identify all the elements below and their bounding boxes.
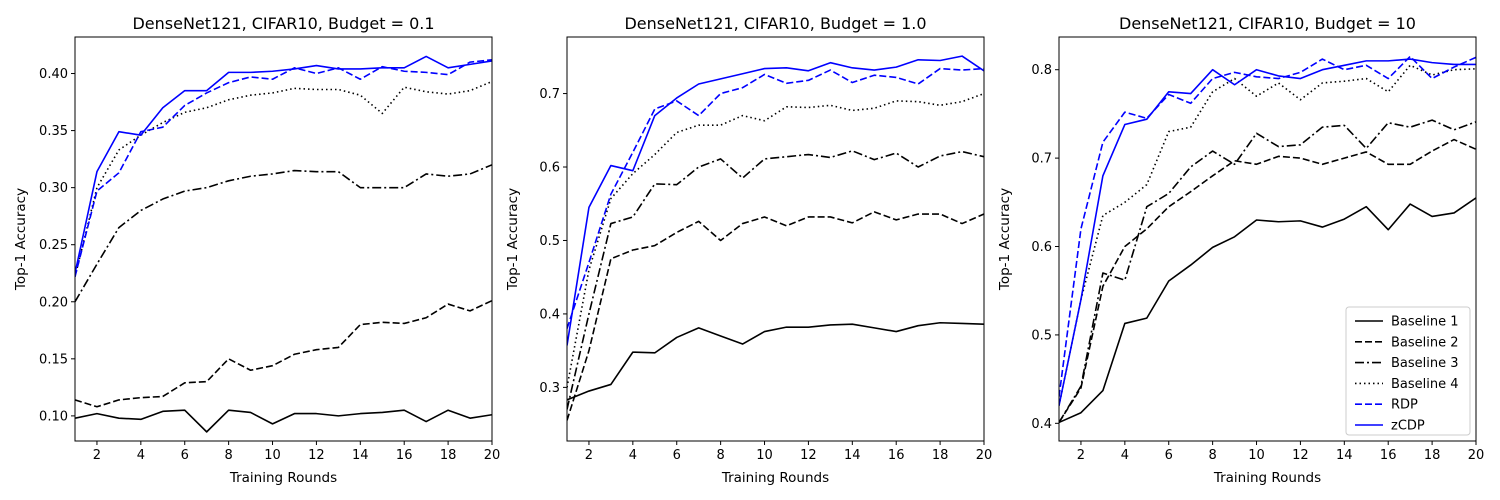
series-line-baseline-4	[567, 92, 984, 388]
series-group	[1059, 55, 1476, 424]
y-tick-label: 0.4	[539, 307, 560, 322]
y-axis-label: Top-1 Accuracy	[997, 188, 1013, 291]
y-tick-label: 0.15	[39, 352, 68, 367]
x-axis-label: Training Rounds	[721, 470, 829, 486]
axes-frame	[74, 36, 493, 442]
x-tick-label: 16	[1380, 448, 1397, 463]
y-tick-label: 0.10	[39, 409, 68, 424]
y-tick-label: 0.6	[539, 161, 560, 176]
x-tick-label: 18	[440, 448, 457, 463]
x-axis-label: Training Rounds	[229, 470, 337, 486]
x-tick-label: 16	[396, 448, 413, 463]
legend-label: zCDP	[1391, 419, 1425, 434]
series-line-zcdp	[567, 55, 984, 346]
x-tick-label: 12	[1292, 448, 1309, 463]
x-tick-label: 18	[932, 448, 949, 463]
series-line-baseline-3	[567, 150, 984, 410]
x-tick-label: 4	[629, 448, 637, 463]
series-line-rdp	[567, 67, 984, 329]
x-tick-label: 14	[1336, 448, 1353, 463]
y-tick-label: 0.25	[39, 238, 68, 253]
y-axis-label: Top-1 Accuracy	[13, 188, 29, 291]
series-line-zcdp	[75, 55, 492, 274]
y-tick-label: 0.7	[539, 87, 560, 102]
chart-panel-1: 2 4 6 8 10 12 14 16 18 20 0.10 0.15 0.20 0.25 0.30 0.35…	[13, 14, 500, 486]
y-tick-label: 0.5	[1031, 328, 1052, 343]
axes-frame	[566, 36, 985, 442]
y-tick-label: 0.4	[1031, 417, 1052, 432]
y-tick-label: 0.7	[1031, 152, 1052, 167]
y-tick-label: 0.5	[539, 234, 560, 249]
x-tick-label: 20	[484, 448, 501, 463]
x-tick-label: 14	[844, 448, 861, 463]
legend-label: Baseline 4	[1391, 377, 1459, 392]
x-tick-label: 2	[93, 448, 101, 463]
x-tick-label: 4	[137, 448, 145, 463]
y-tick-label: 0.6	[1031, 240, 1052, 255]
x-tick-label: 16	[888, 448, 905, 463]
y-tick-label: 0.8	[1031, 63, 1052, 78]
x-tick-label: 10	[1248, 448, 1265, 463]
x-tick-label: 12	[800, 448, 817, 463]
plot-area	[75, 37, 492, 441]
series-line-rdp	[75, 59, 492, 277]
x-tick-label: 10	[756, 448, 773, 463]
x-axis-label: Training Rounds	[1213, 470, 1321, 486]
y-tick-label: 0.40	[39, 67, 68, 82]
series-line-baseline-2	[75, 299, 492, 408]
series-line-baseline-1	[1059, 197, 1476, 424]
chart-title: DenseNet121, CIFAR10, Budget = 0.1	[132, 14, 434, 33]
y-tick-label: 0.20	[39, 295, 68, 310]
legend-box	[1345, 306, 1471, 436]
x-tick-label: 4	[1121, 448, 1129, 463]
legend-label: RDP	[1391, 398, 1418, 413]
x-tick-label: 2	[1077, 448, 1085, 463]
x-tick-label: 8	[716, 448, 724, 463]
legend-label: Baseline 2	[1391, 335, 1459, 350]
chart-title: DenseNet121, CIFAR10, Budget = 1.0	[624, 14, 926, 33]
chart-panel-3: 2 4 6 8 10 12 14 16 18 20 0.4 0.5 0.6 0.7 0.8 DenseNet1…	[997, 14, 1484, 486]
series-line-baseline-1	[567, 321, 984, 401]
chart-panel-2: 2 4 6 8 10 12 14 16 18 20 0.3 0.4 0.5 0.6 0.7 DenseNet1…	[505, 14, 992, 486]
y-axis-label: Top-1 Accuracy	[505, 188, 521, 291]
axes-frame	[1058, 36, 1477, 442]
x-tick-label: 18	[1424, 448, 1441, 463]
legend: Baseline 1 Baseline 2 Baseline 3 Baseline 4…	[1345, 306, 1471, 436]
series-line-baseline-4	[1059, 64, 1476, 406]
x-tick-label: 8	[1208, 448, 1216, 463]
series-line-zcdp	[1059, 58, 1476, 406]
x-tick-label: 8	[224, 448, 232, 463]
series-line-baseline-2	[1059, 138, 1476, 423]
chart-title: DenseNet121, CIFAR10, Budget = 10	[1119, 14, 1416, 33]
x-tick-label: 6	[181, 448, 189, 463]
y-tick-label: 0.30	[39, 181, 68, 196]
plot-area	[567, 37, 984, 441]
x-tick-label: 2	[585, 448, 593, 463]
series-line-baseline-3	[75, 164, 492, 303]
x-tick-label: 12	[308, 448, 325, 463]
x-tick-label: 14	[352, 448, 369, 463]
series-group	[75, 55, 492, 433]
x-tick-label: 10	[264, 448, 281, 463]
x-tick-label: 6	[1165, 448, 1173, 463]
series-line-baseline-3	[1059, 119, 1476, 423]
y-tick-label: 0.35	[39, 124, 68, 139]
y-tick-label: 0.3	[539, 381, 560, 396]
x-tick-label: 20	[1468, 448, 1485, 463]
x-tick-label: 20	[976, 448, 993, 463]
series-group	[567, 55, 984, 421]
x-tick-label: 6	[673, 448, 681, 463]
legend-label: Baseline 1	[1391, 315, 1459, 330]
series-line-baseline-2	[567, 211, 984, 421]
legend-label: Baseline 3	[1391, 356, 1459, 371]
series-line-baseline-1	[75, 409, 492, 433]
